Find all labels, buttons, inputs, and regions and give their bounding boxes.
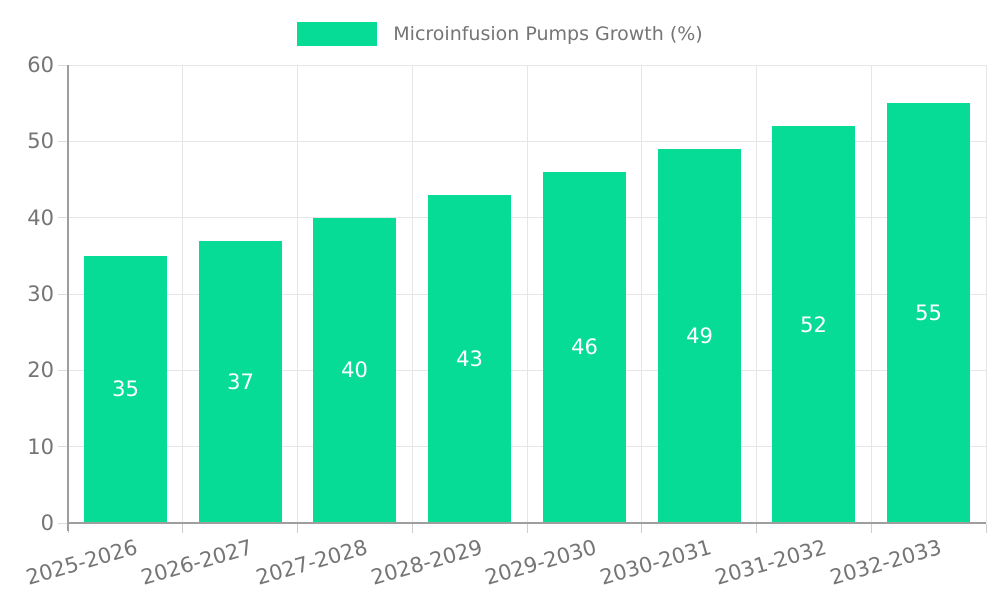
bar-value-label: 37: [227, 370, 254, 394]
x-axis-tick-label: 2028-2029: [367, 535, 485, 590]
x-axis-tick-label: 2025-2026: [22, 535, 140, 590]
x-tick-mark: [756, 524, 757, 533]
x-tick-mark: [641, 524, 643, 533]
bar-2027-2028[interactable]: [313, 218, 396, 522]
x-gridline: [985, 65, 987, 523]
y-axis-tick-label: 40: [27, 205, 54, 230]
x-gridline: [756, 65, 757, 523]
y-axis-tick-label: 50: [27, 129, 54, 154]
y-tick-mark: [58, 446, 68, 448]
x-axis-tick-label: 2030-2031: [596, 535, 714, 590]
legend[interactable]: Microinfusion Pumps Growth (%): [0, 14, 1000, 54]
bar-value-label: 55: [915, 301, 942, 325]
legend-swatch-icon: [297, 22, 378, 46]
x-tick-mark: [297, 524, 298, 533]
x-axis-tick-label: 2026-2027: [137, 535, 255, 590]
bar-value-label: 46: [571, 335, 598, 359]
bar-value-label: 40: [341, 358, 368, 382]
bar-2032-2033[interactable]: [887, 103, 970, 522]
x-tick-mark: [870, 524, 872, 533]
x-axis-tick-label: 2031-2032: [711, 535, 829, 590]
legend-label: Microinfusion Pumps Growth (%): [393, 23, 703, 45]
x-gridline: [182, 65, 184, 523]
x-gridline: [297, 65, 298, 523]
bar-2029-2030[interactable]: [543, 172, 626, 522]
y-axis-tick-label: 60: [27, 53, 54, 77]
y-tick-mark: [58, 140, 68, 142]
bar-value-label: 49: [686, 324, 713, 348]
y-tick-mark: [58, 217, 68, 219]
y-axis-tick-label: 30: [27, 282, 54, 306]
bar-2031-2032[interactable]: [772, 126, 855, 522]
x-gridline: [526, 65, 528, 523]
bar-2028-2029[interactable]: [428, 195, 511, 522]
x-tick-mark: [182, 524, 184, 533]
x-axis-line: [68, 522, 986, 524]
x-gridline: [870, 65, 872, 523]
x-axis-tick-label: 2029-2030: [481, 535, 599, 590]
x-axis-tick-label: 2027-2028: [252, 535, 370, 590]
bar-value-label: 43: [456, 347, 483, 371]
y-axis-tick-label: 20: [27, 358, 54, 383]
y-tick-mark: [58, 64, 68, 66]
y-axis-line: [67, 65, 69, 531]
bar-2025-2026[interactable]: [84, 256, 167, 522]
x-gridline: [411, 65, 413, 523]
y-tick-mark: [58, 293, 68, 295]
x-axis-tick-label: 2032-2033: [826, 535, 944, 590]
y-axis-tick-label: 10: [27, 434, 54, 459]
bar-2026-2027[interactable]: [199, 241, 282, 522]
bar-2030-2031[interactable]: [658, 149, 741, 522]
x-tick-mark: [985, 524, 987, 533]
x-tick-mark: [411, 524, 413, 533]
bar-value-label: 52: [800, 313, 827, 337]
y-tick-mark: [58, 369, 68, 371]
y-axis-tick-label: 0: [40, 511, 54, 535]
y-tick-mark: [58, 522, 68, 524]
x-gridline: [641, 65, 643, 523]
bar-value-label: 35: [112, 377, 139, 401]
x-tick-mark: [526, 524, 528, 533]
